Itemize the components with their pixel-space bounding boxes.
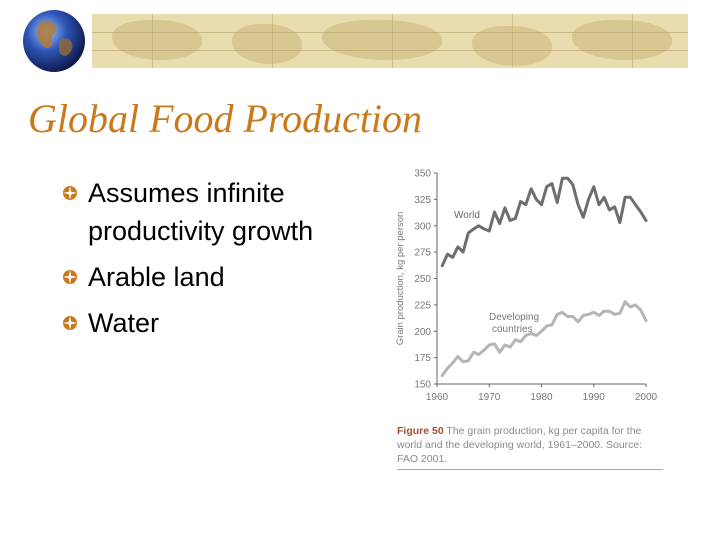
y-tick-label: 300	[414, 221, 431, 232]
caption-divider	[397, 469, 663, 470]
y-tick-label: 150	[414, 380, 431, 391]
bullet-text: Water	[88, 308, 160, 338]
compass-rose-bullet-icon	[63, 186, 77, 200]
y-tick-label: 350	[414, 169, 431, 180]
bullet-text: Assumes infinite productivity growth	[88, 178, 314, 246]
series-label-world: World	[454, 210, 480, 221]
compass-rose-bullet-icon	[63, 316, 77, 330]
map-banner	[92, 14, 688, 68]
grain-production-chart: 150 175 200 225 250 275 300 325 350 1960 1970 1980 1…	[395, 169, 658, 404]
figure-label: Figure 50	[397, 425, 444, 437]
bullet-item: Arable land	[62, 258, 372, 296]
bullet-item: Assumes infinite productivity growth	[62, 174, 372, 250]
x-tick-label: 1980	[530, 392, 553, 403]
series-label-developing-line1: Developing	[489, 312, 539, 323]
series-label-developing-line2: countries	[492, 324, 533, 335]
developing-series-line	[440, 300, 648, 378]
x-tick-label: 1990	[583, 392, 606, 403]
world-series-line	[440, 176, 648, 268]
y-tick-label: 200	[414, 327, 431, 338]
y-axis-label: Grain production, kg per person	[395, 212, 406, 346]
y-tick-label: 225	[414, 300, 431, 311]
y-tick-label: 250	[414, 274, 431, 285]
compass-rose-bullet-icon	[63, 270, 77, 284]
globe-icon	[23, 10, 85, 72]
x-tick-label: 2000	[635, 392, 658, 403]
figure-caption-text: The grain production, kg per capita for …	[397, 425, 643, 465]
bullet-item: Water	[62, 304, 372, 342]
y-tick-label: 325	[414, 195, 431, 206]
bullet-text: Arable land	[88, 262, 225, 292]
figure-caption: Figure 50 The grain production, kg per c…	[397, 424, 663, 466]
y-tick-label: 175	[414, 353, 431, 364]
slide-title: Global Food Production	[28, 96, 423, 141]
y-tick-label: 275	[414, 248, 431, 259]
x-tick-label: 1970	[478, 392, 501, 403]
x-tick-label: 1960	[426, 392, 449, 403]
bullet-list: Assumes infinite productivity growth Ara…	[62, 174, 372, 350]
